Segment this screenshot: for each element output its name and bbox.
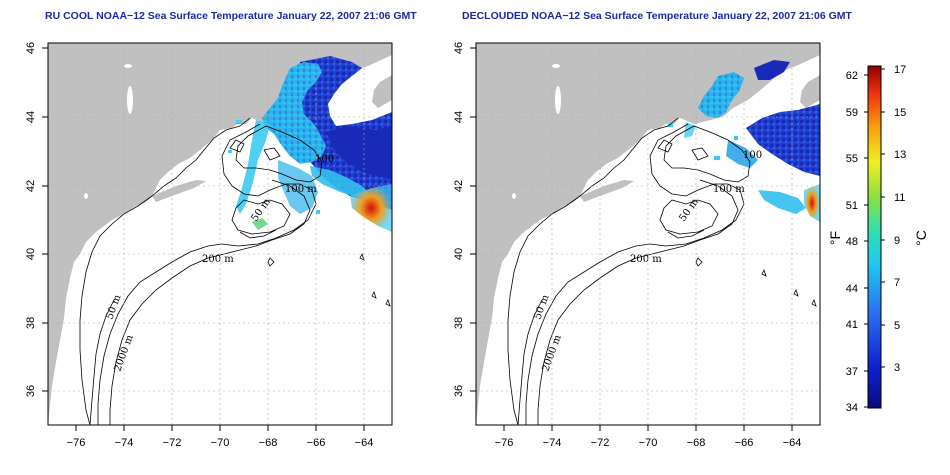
- colorbar: 62 59 55 51 48 44 41 37 34 17 15 13 11 9…: [827, 64, 929, 414]
- contour-label: 100: [315, 154, 334, 165]
- left-map-panel: 100 100 m 50 m 200 m 50 m 2000 m: [25, 42, 393, 449]
- left-bathymetry-contours: [79, 117, 391, 426]
- colorbar-f-tick: 41: [846, 319, 858, 331]
- contour-label: 200 m: [202, 254, 234, 265]
- right-land-mass: [476, 43, 820, 425]
- y-tick-label: 40: [453, 248, 465, 260]
- colorbar-c-tick: 5: [894, 320, 900, 332]
- x-tick-label: −76: [67, 437, 86, 449]
- left-x-tick-labels: −76 −74 −72 −70 −68 −66 −64: [67, 437, 374, 449]
- left-nova-scotia: [372, 75, 392, 108]
- colorbar-f-tick: 44: [846, 283, 858, 295]
- right-panel-title: DECLOUDED NOAA−12 Sea Surface Temperatur…: [462, 10, 852, 22]
- x-tick-label: −70: [211, 437, 230, 449]
- right-sst-data: [668, 60, 820, 222]
- x-tick-label: −64: [783, 437, 802, 449]
- left-grid: [48, 43, 392, 425]
- left-long-island: [152, 180, 206, 202]
- colorbar-f-tick: 59: [846, 107, 858, 119]
- right-cape-cod: [666, 112, 680, 124]
- x-tick-label: −66: [735, 437, 754, 449]
- x-tick-label: −66: [307, 437, 326, 449]
- x-tick-label: −76: [495, 437, 514, 449]
- x-tick-label: −72: [591, 437, 610, 449]
- right-map-panel: 100 100 m 50 m 200 m 50 m 2000 m: [453, 42, 821, 449]
- y-tick-label: 38: [25, 317, 37, 329]
- right-long-island: [580, 180, 634, 202]
- colorbar-c-tick: 15: [894, 107, 906, 119]
- colorbar-celsius-ticks: 17 15 13 11 9 7 5 3: [894, 64, 906, 374]
- colorbar-f-tick: 62: [846, 70, 858, 82]
- contour-label: 100: [743, 150, 762, 161]
- x-tick-label: −74: [115, 437, 134, 449]
- x-tick-label: −68: [687, 437, 706, 449]
- colorbar-f-tick: 55: [846, 153, 858, 165]
- colorbar-celsius-unit: °C: [913, 230, 929, 246]
- y-tick-label: 40: [25, 248, 37, 260]
- colorbar-c-tick: 3: [894, 362, 900, 374]
- contour-label: 100 m: [713, 184, 745, 195]
- right-nova-scotia: [800, 75, 820, 108]
- y-tick-label: 36: [25, 385, 37, 397]
- left-panel-title: RU COOL NOAA−12 Sea Surface Temperature …: [45, 10, 417, 22]
- x-tick-label: −72: [163, 437, 182, 449]
- left-sst-data: [228, 56, 392, 232]
- y-tick-label: 46: [25, 42, 37, 54]
- colorbar-gradient: [867, 65, 882, 409]
- left-land-mass: [48, 43, 392, 425]
- y-tick-label: 42: [25, 180, 37, 192]
- colorbar-fahrenheit-ticks: 62 59 55 51 48 44 41 37 34: [846, 70, 858, 414]
- right-y-tick-labels: 36 38 40 42 44 46: [453, 42, 465, 397]
- contour-label: 100 m: [285, 184, 317, 195]
- right-bathymetry-contours: [507, 117, 817, 426]
- colorbar-c-tick: 7: [894, 277, 900, 289]
- colorbar-c-tick: 17: [894, 64, 906, 76]
- colorbar-fahrenheit-unit: °F: [827, 231, 843, 245]
- colorbar-c-tick: 9: [894, 235, 900, 247]
- y-tick-label: 46: [453, 42, 465, 54]
- colorbar-f-tick: 37: [846, 366, 858, 378]
- y-tick-label: 38: [453, 317, 465, 329]
- y-tick-label: 44: [25, 111, 37, 123]
- contour-label: 200 m: [630, 254, 662, 265]
- colorbar-c-tick: 11: [894, 192, 905, 204]
- y-tick-label: 42: [453, 180, 465, 192]
- colorbar-f-tick: 51: [846, 200, 858, 212]
- y-tick-label: 44: [453, 111, 465, 123]
- colorbar-f-tick: 48: [846, 236, 858, 248]
- colorbar-f-tick: 34: [846, 402, 858, 414]
- x-tick-label: −70: [639, 437, 658, 449]
- x-tick-label: −68: [259, 437, 278, 449]
- x-tick-label: −64: [355, 437, 374, 449]
- left-y-tick-labels: 36 38 40 42 44 46: [25, 42, 37, 397]
- y-tick-label: 36: [453, 385, 465, 397]
- colorbar-c-tick: 13: [894, 149, 906, 161]
- right-x-tick-labels: −76 −74 −72 −70 −68 −66 −64: [495, 437, 802, 449]
- right-grid: [476, 43, 820, 425]
- x-tick-label: −74: [543, 437, 562, 449]
